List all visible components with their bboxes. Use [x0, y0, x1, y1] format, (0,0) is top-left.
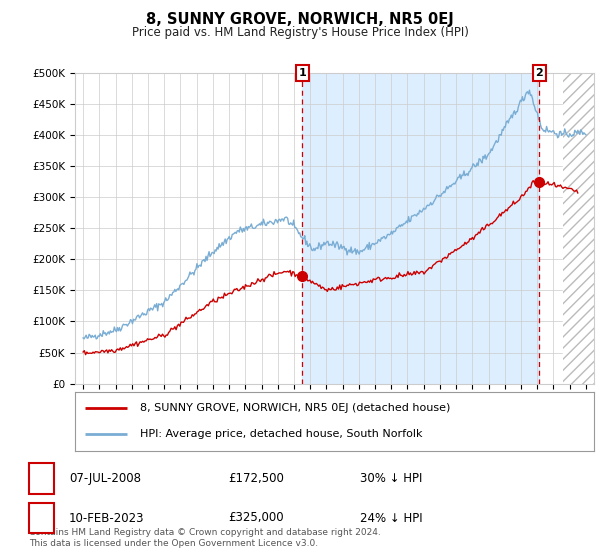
- Text: 30% ↓ HPI: 30% ↓ HPI: [360, 472, 422, 486]
- Text: HPI: Average price, detached house, South Norfolk: HPI: Average price, detached house, Sout…: [140, 430, 422, 440]
- Bar: [302, 73, 539, 384]
- Text: 2: 2: [535, 68, 543, 78]
- Text: £172,500: £172,500: [228, 472, 284, 486]
- Text: 1: 1: [299, 68, 306, 78]
- Text: Contains HM Land Registry data © Crown copyright and database right 2024.
This d: Contains HM Land Registry data © Crown c…: [29, 528, 380, 548]
- Text: 07-JUL-2008: 07-JUL-2008: [69, 472, 141, 486]
- Text: Price paid vs. HM Land Registry's House Price Index (HPI): Price paid vs. HM Land Registry's House …: [131, 26, 469, 39]
- Text: 24% ↓ HPI: 24% ↓ HPI: [360, 511, 422, 525]
- Text: £325,000: £325,000: [228, 511, 284, 525]
- Text: 8, SUNNY GROVE, NORWICH, NR5 0EJ (detached house): 8, SUNNY GROVE, NORWICH, NR5 0EJ (detach…: [140, 403, 450, 413]
- Text: 1: 1: [37, 472, 46, 486]
- Text: 2: 2: [37, 511, 46, 525]
- Text: 10-FEB-2023: 10-FEB-2023: [69, 511, 145, 525]
- Text: 8, SUNNY GROVE, NORWICH, NR5 0EJ: 8, SUNNY GROVE, NORWICH, NR5 0EJ: [146, 12, 454, 27]
